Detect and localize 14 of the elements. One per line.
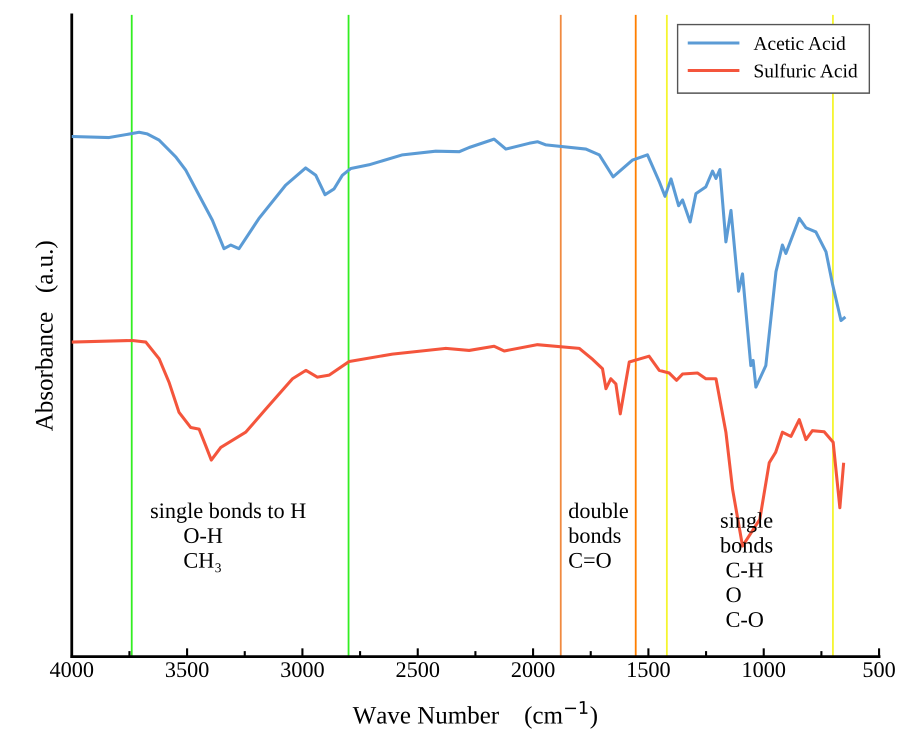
x-axis-title: Wave Number (cm$^{−1}$): [352, 701, 597, 729]
legend-label: Acetic Acid: [754, 36, 846, 50]
x-tick-label: 1000: [743, 662, 786, 678]
x-tick-label: 1500: [628, 662, 670, 678]
x-tick-label: 3500: [166, 662, 208, 678]
x-tick-label: 2000: [512, 662, 554, 678]
x-tick-label: 500: [864, 662, 895, 678]
x-tick-label: 2500: [396, 662, 440, 678]
annotation: single bonds to H O-H CH₃: [150, 502, 306, 572]
x-tick-label: 3000: [281, 662, 324, 678]
y-axis-title: Absorbance (a.u.): [35, 241, 58, 431]
x-tick-label: 4000: [50, 662, 94, 678]
legend-label: Sulfuric Acid: [754, 64, 858, 78]
annotation: double bonds C=O: [568, 502, 628, 568]
